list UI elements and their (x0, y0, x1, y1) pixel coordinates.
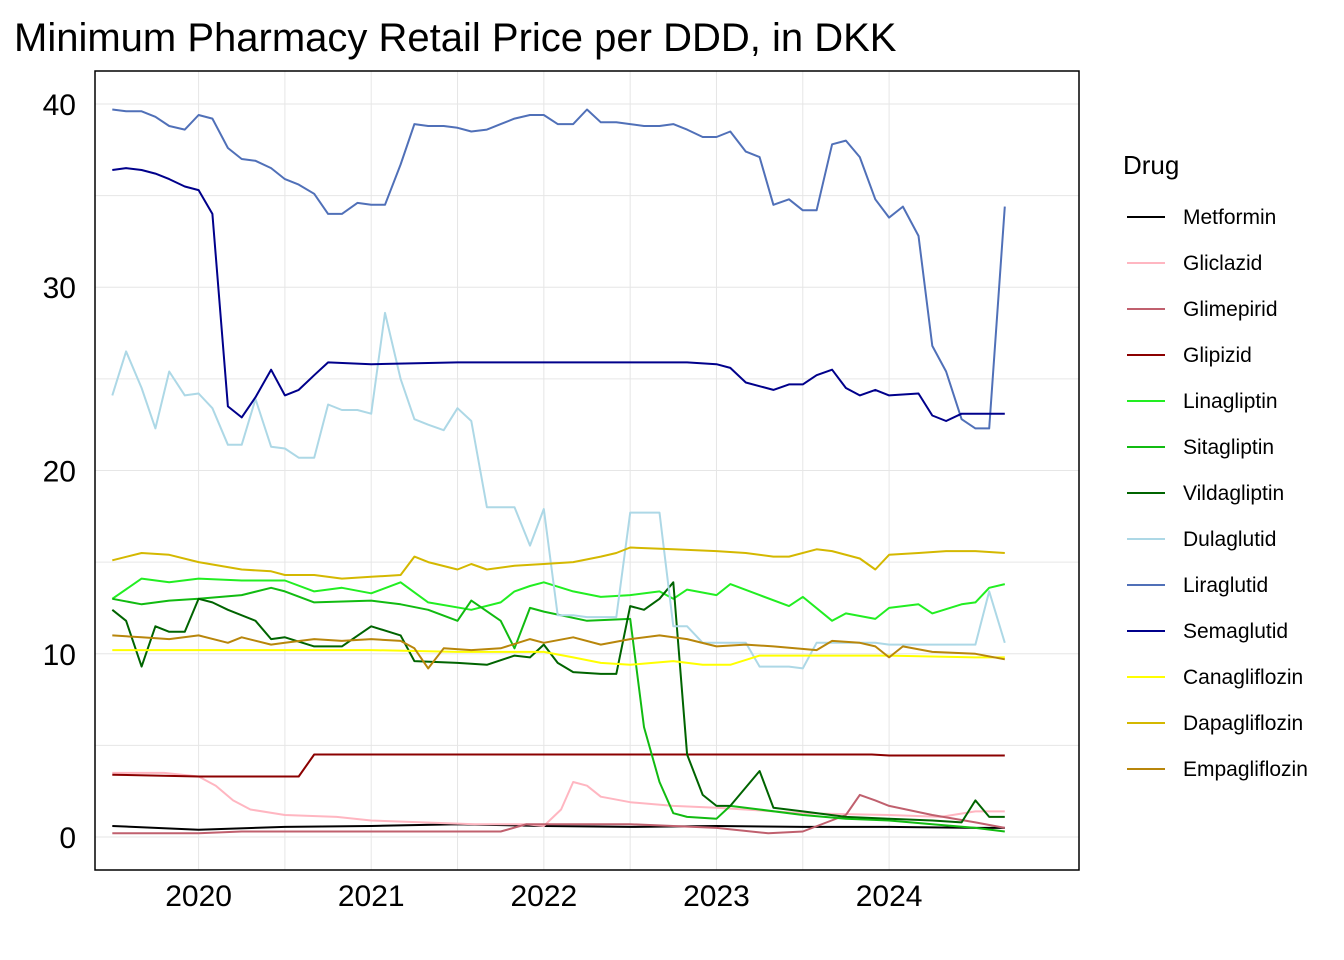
series-line-canagliflozin (112, 649, 1005, 666)
legend-title: Drug (1123, 150, 1179, 180)
legend-label: Glipizid (1183, 344, 1252, 367)
legend-label: Sitagliptin (1183, 436, 1274, 459)
legend-item-dapagliflozin: Dapagliflozin (1127, 712, 1303, 735)
legend-label: Canagliflozin (1183, 666, 1303, 689)
legend-label: Vildagliptin (1183, 482, 1284, 505)
series-line-dapagliflozin (112, 546, 1005, 580)
legend-label: Dapagliflozin (1183, 712, 1303, 735)
y-tick-label: 40 (43, 89, 76, 122)
legend-label: Metformin (1183, 206, 1276, 229)
legend-label: Glimepirid (1183, 298, 1278, 321)
x-tick-label: 2023 (683, 880, 750, 913)
series-line-empagliflozin (112, 634, 1005, 670)
series-line-semaglutid (112, 167, 1005, 422)
y-tick-label: 20 (43, 456, 76, 489)
legend-label: Empagliflozin (1183, 758, 1308, 781)
y-tick-label: 10 (43, 639, 76, 672)
legend-item-canagliflozin: Canagliflozin (1127, 666, 1303, 689)
x-tick-label: 2020 (165, 880, 232, 913)
grid-lines (95, 71, 1079, 870)
series-lines (111, 108, 1006, 835)
x-tick-label: 2022 (510, 880, 577, 913)
legend-label: Semaglutid (1183, 620, 1288, 643)
series-line-gliclazid (112, 771, 1005, 827)
series-line-metformin (112, 823, 1005, 831)
x-tick-label: 2021 (338, 880, 405, 913)
legend-label: Linagliptin (1183, 390, 1278, 413)
series-line-linagliptin (111, 577, 1006, 622)
legend-item-semaglutid: Semaglutid (1127, 620, 1288, 643)
legend-label: Liraglutid (1183, 574, 1268, 597)
legend-item-liraglutid: Liraglutid (1127, 574, 1268, 597)
axes: 0 10 20 30 40 2020 2021 2022 2023 2024 (43, 89, 923, 913)
series-line-sitagliptin (112, 586, 1005, 833)
legend-item-dulaglutid: Dulaglutid (1127, 528, 1276, 551)
series-line-glipizid (112, 753, 1005, 778)
legend-items: Metformin Gliclazid Glimepirid Glipizid Lina… (1127, 206, 1308, 781)
x-tick-label: 2024 (856, 880, 923, 913)
legend-label: Dulaglutid (1183, 528, 1276, 551)
legend-item-linagliptin: Linagliptin (1127, 390, 1278, 413)
legend-item-vildagliptin: Vildagliptin (1127, 482, 1284, 505)
y-tick-label: 0 (59, 822, 76, 855)
plot-panel (94, 70, 1080, 871)
legend-item-empagliflozin: Empagliflozin (1127, 758, 1308, 781)
series-line-dulaglutid (111, 311, 1006, 670)
legend-item-metformin: Metformin (1127, 206, 1276, 229)
series-line-liraglutid (112, 108, 1006, 430)
legend-label: Gliclazid (1183, 252, 1262, 275)
legend-item-glipizid: Glipizid (1127, 344, 1252, 367)
legend: Drug Metformin Gliclazid Glimepirid Glipizi… (1123, 150, 1308, 781)
series-line-glimepirid (112, 793, 1005, 835)
chart-title: Minimum Pharmacy Retail Price per DDD, i… (14, 16, 897, 60)
y-tick-label: 30 (43, 272, 76, 305)
legend-item-glimepirid: Glimepirid (1127, 298, 1278, 321)
legend-item-gliclazid: Gliclazid (1127, 252, 1262, 275)
legend-item-sitagliptin: Sitagliptin (1127, 436, 1274, 459)
